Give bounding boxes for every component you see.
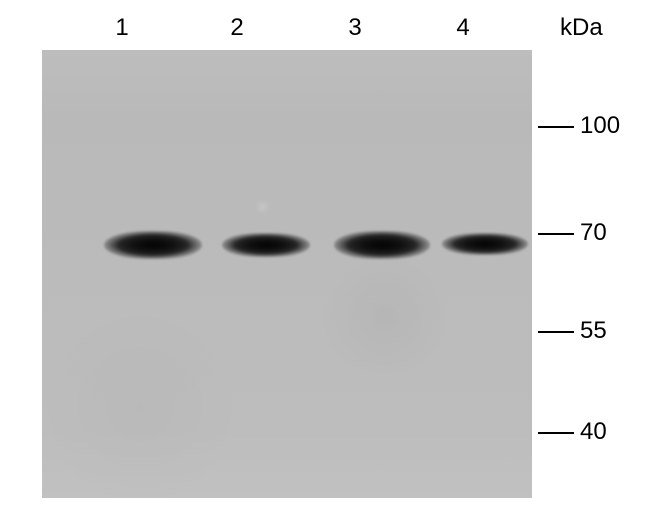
band-lane-1 xyxy=(104,231,202,259)
marker-tick-70 xyxy=(538,233,574,235)
blot-membrane xyxy=(42,50,532,498)
marker-label-100: 100 xyxy=(580,112,620,140)
band-lane-4 xyxy=(442,233,528,255)
marker-tick-55 xyxy=(538,331,574,333)
marker-tick-100 xyxy=(538,126,574,128)
band-lane-2 xyxy=(222,233,310,257)
lane-label-2: 2 xyxy=(230,14,243,42)
lane-label-3: 3 xyxy=(348,14,361,42)
lane-label-1: 1 xyxy=(115,14,128,42)
marker-label-55: 55 xyxy=(580,317,607,345)
blot-container: 1 2 3 4 kDa 100 70 55 40 xyxy=(0,0,650,521)
marker-label-70: 70 xyxy=(580,219,607,247)
band-lane-3 xyxy=(334,231,430,259)
kda-header: kDa xyxy=(560,14,603,42)
blot-noise xyxy=(42,50,532,498)
lane-label-4: 4 xyxy=(456,14,469,42)
marker-label-40: 40 xyxy=(580,418,607,446)
marker-tick-40 xyxy=(538,432,574,434)
